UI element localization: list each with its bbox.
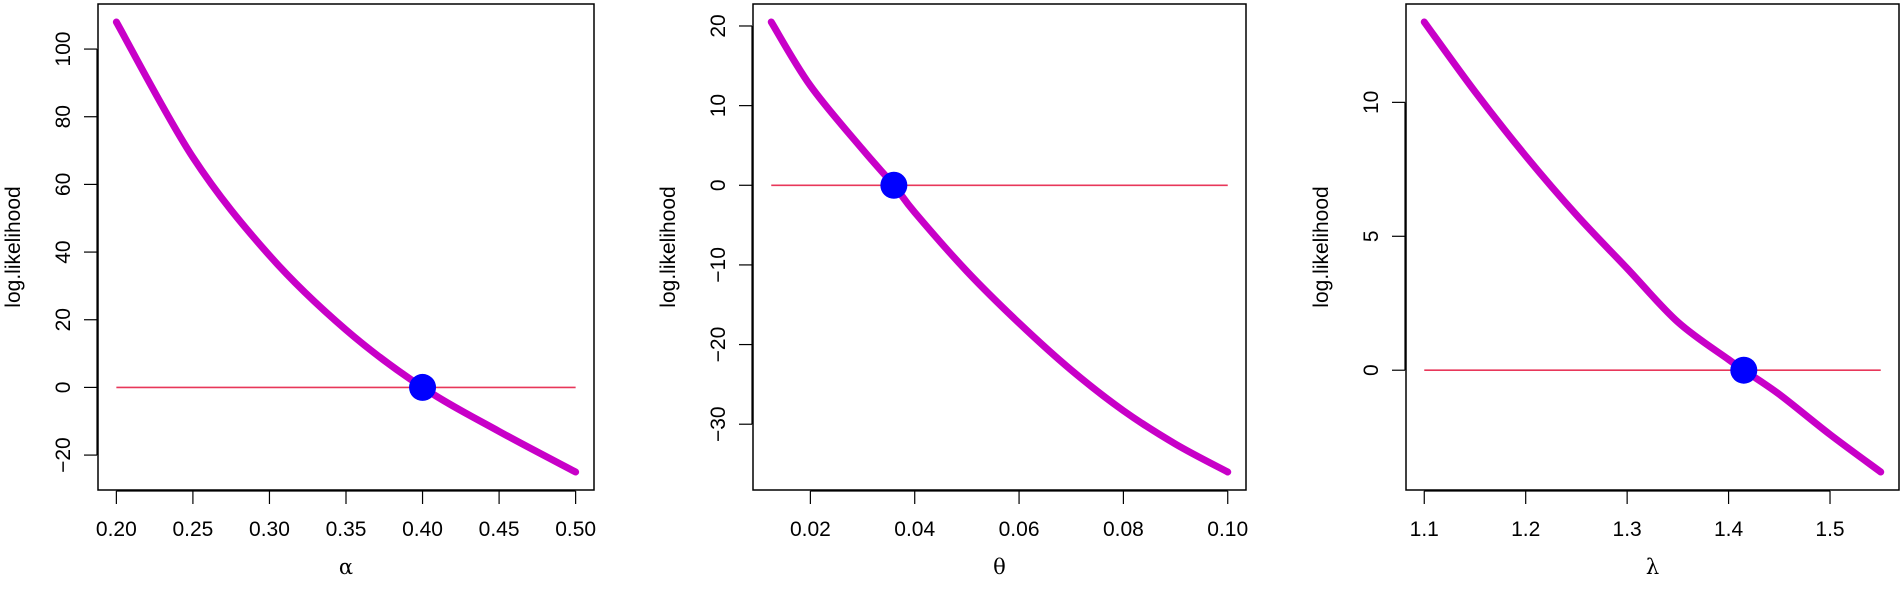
root-point [880, 171, 908, 199]
x-tick-label: 0.35 [326, 518, 367, 541]
y-tick-label: 0 [707, 179, 730, 191]
y-tick-label: 10 [1360, 91, 1383, 114]
y-axis-title: log.likelihood [1310, 186, 1333, 307]
x-tick-label: 0.04 [894, 518, 935, 541]
x-axis-title: λ [1646, 555, 1659, 579]
x-tick-label: 0.20 [96, 518, 137, 541]
log-likelihood-curve [767, 18, 1232, 476]
y-tick-label: 100 [52, 32, 75, 67]
y-tick-label: −10 [707, 247, 730, 283]
x-tick-label: 0.02 [790, 518, 831, 541]
y-axis-title: log.likelihood [2, 186, 25, 307]
y-tick-label: 40 [52, 240, 75, 263]
x-tick-label: 0.25 [172, 518, 213, 541]
x-tick-label: 1.3 [1613, 518, 1642, 541]
y-tick-label: −30 [707, 406, 730, 442]
root-point [409, 373, 437, 401]
y-axis-title: log.likelihood [657, 186, 680, 307]
y-tick-label: 5 [1360, 230, 1383, 242]
x-tick-label: 1.4 [1714, 518, 1744, 541]
x-tick-label: 1.5 [1815, 518, 1844, 541]
x-tick-label: 0.06 [999, 518, 1040, 541]
x-tick-label: 1.1 [1410, 518, 1439, 541]
x-tick-label: 0.10 [1207, 518, 1248, 541]
x-axis-title: θ [993, 555, 1006, 579]
y-tick-label: 0 [1360, 364, 1383, 376]
y-tick-label: 0 [52, 382, 75, 394]
y-tick-label: 20 [52, 308, 75, 331]
plot-frame [752, 3, 1247, 491]
y-tick-label: −20 [707, 327, 730, 363]
plot-frame [1405, 3, 1900, 491]
x-tick-label: 1.2 [1511, 518, 1540, 541]
panel-theta: 0.02 0.04 0.06 0.08 0.10 −30 −20 −10 0 10 20 θ log.l… [657, 3, 1248, 579]
x-tick-label: 0.08 [1103, 518, 1144, 541]
x-tick-label: 0.40 [402, 518, 443, 541]
root-point [1730, 356, 1758, 384]
x-tick-label: 0.50 [555, 518, 596, 541]
y-tick-label: 60 [52, 173, 75, 196]
panel-lambda: 1.1 1.2 1.3 1.4 1.5 0 5 10 λ log.likelihood [1310, 3, 1900, 579]
log-likelihood-curve [1420, 18, 1885, 476]
log-likelihood-curve [112, 18, 580, 476]
y-tick-label: 80 [52, 105, 75, 128]
x-tick-label: 0.30 [249, 518, 290, 541]
panel-alpha: 0.20 0.25 0.30 0.35 0.40 0.45 0.50 −20 0 20 40 60 80… [2, 3, 596, 579]
x-axis-title: α [339, 555, 353, 579]
x-tick-label: 0.45 [479, 518, 520, 541]
y-tick-label: 10 [707, 94, 730, 117]
y-tick-label: −20 [52, 437, 75, 473]
y-tick-label: 20 [707, 14, 730, 37]
plot-frame [97, 3, 595, 491]
